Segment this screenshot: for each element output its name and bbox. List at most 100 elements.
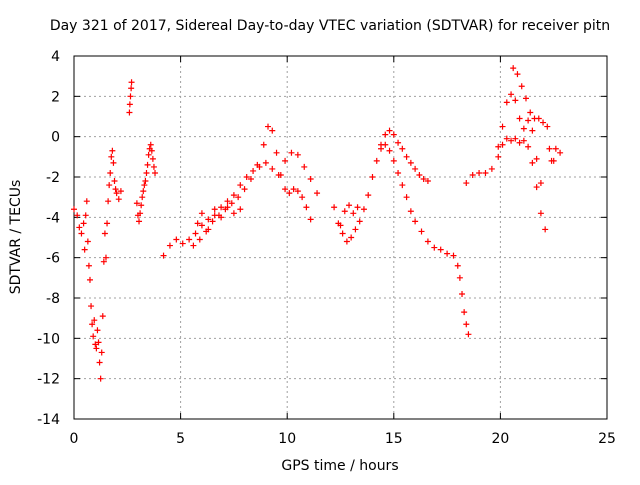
data-point bbox=[294, 151, 301, 158]
data-point bbox=[512, 135, 519, 142]
data-point bbox=[265, 123, 272, 130]
data-point bbox=[95, 339, 102, 346]
series-seg9 bbox=[337, 202, 361, 229]
data-point bbox=[395, 139, 402, 146]
x-tick-label: 5 bbox=[176, 431, 185, 447]
data-point bbox=[516, 139, 523, 146]
data-point bbox=[192, 230, 199, 237]
data-point bbox=[126, 101, 133, 108]
data-point bbox=[85, 262, 92, 269]
data-point bbox=[113, 190, 120, 197]
data-point bbox=[437, 246, 444, 253]
data-point bbox=[198, 222, 205, 229]
x-tick-label: 15 bbox=[385, 431, 403, 447]
data-point bbox=[109, 147, 116, 154]
data-point bbox=[537, 180, 544, 187]
data-point bbox=[107, 169, 114, 176]
data-point bbox=[350, 210, 357, 217]
data-point bbox=[403, 153, 410, 160]
plot-frame bbox=[73, 55, 608, 420]
data-point bbox=[228, 200, 235, 207]
data-point bbox=[88, 303, 95, 310]
data-point bbox=[128, 79, 135, 86]
data-point bbox=[205, 216, 212, 223]
data-points bbox=[71, 65, 564, 382]
data-point bbox=[382, 131, 389, 138]
data-point bbox=[424, 178, 431, 185]
data-point bbox=[211, 206, 218, 213]
data-point bbox=[399, 182, 406, 189]
data-point bbox=[399, 145, 406, 152]
data-point bbox=[102, 254, 109, 261]
data-point bbox=[92, 341, 99, 348]
data-point bbox=[247, 176, 254, 183]
data-point bbox=[152, 169, 159, 176]
data-point bbox=[299, 194, 306, 201]
series-seg13 bbox=[510, 65, 564, 164]
data-point bbox=[115, 196, 122, 203]
y-tick-label: 0 bbox=[51, 130, 60, 146]
y-tick-label: -2 bbox=[46, 170, 60, 186]
data-point bbox=[518, 83, 525, 90]
data-point bbox=[369, 174, 376, 180]
data-point bbox=[139, 194, 146, 201]
data-point bbox=[110, 159, 117, 166]
data-point bbox=[127, 93, 134, 100]
data-point bbox=[444, 250, 451, 257]
series-seg3 bbox=[126, 79, 135, 116]
data-point bbox=[525, 117, 532, 124]
data-point bbox=[529, 159, 536, 166]
data-point bbox=[98, 349, 105, 356]
y-tick-label: 2 bbox=[51, 89, 60, 105]
x-tick-label: 25 bbox=[598, 431, 616, 447]
x-axis-label: GPS time / hours bbox=[281, 458, 398, 474]
data-point bbox=[542, 226, 549, 233]
data-point bbox=[78, 230, 85, 237]
chart-title: Day 321 of 2017, Sidereal Day-to-day VTE… bbox=[50, 18, 610, 34]
series-seg10 bbox=[378, 141, 472, 338]
x-tick-label: 20 bbox=[491, 431, 509, 447]
data-point bbox=[348, 234, 355, 241]
data-point bbox=[373, 157, 380, 164]
data-point bbox=[341, 208, 348, 215]
data-point bbox=[390, 157, 397, 164]
data-point bbox=[420, 176, 427, 183]
data-point bbox=[337, 222, 344, 229]
data-point bbox=[89, 321, 96, 328]
data-point bbox=[173, 236, 180, 243]
data-point bbox=[533, 155, 540, 162]
data-point bbox=[126, 109, 133, 116]
grid-lines bbox=[74, 56, 607, 419]
data-point bbox=[301, 163, 308, 170]
data-point bbox=[294, 188, 301, 195]
data-point bbox=[105, 198, 112, 205]
data-point bbox=[150, 163, 157, 170]
data-point bbox=[237, 206, 244, 213]
data-point bbox=[76, 224, 83, 231]
data-point bbox=[147, 141, 154, 148]
data-point bbox=[403, 194, 410, 201]
data-point bbox=[516, 115, 523, 122]
data-point bbox=[508, 137, 515, 144]
data-point bbox=[149, 155, 156, 162]
y-tick-label: -6 bbox=[46, 251, 60, 267]
x-tick-label: 0 bbox=[70, 431, 79, 447]
data-point bbox=[503, 135, 510, 142]
data-point bbox=[218, 214, 225, 221]
data-point bbox=[548, 157, 555, 164]
data-point bbox=[74, 212, 81, 219]
data-point bbox=[203, 228, 210, 235]
series-seg1 bbox=[71, 198, 108, 382]
y-tick-label: -12 bbox=[37, 372, 60, 388]
data-point bbox=[143, 169, 150, 176]
data-point bbox=[84, 238, 91, 245]
data-point bbox=[525, 143, 532, 150]
data-point bbox=[145, 151, 152, 158]
data-point bbox=[418, 228, 425, 235]
data-point bbox=[378, 145, 385, 152]
data-point bbox=[307, 216, 314, 223]
data-point bbox=[111, 178, 118, 185]
data-point bbox=[117, 188, 124, 195]
series-seg11 bbox=[463, 135, 557, 233]
